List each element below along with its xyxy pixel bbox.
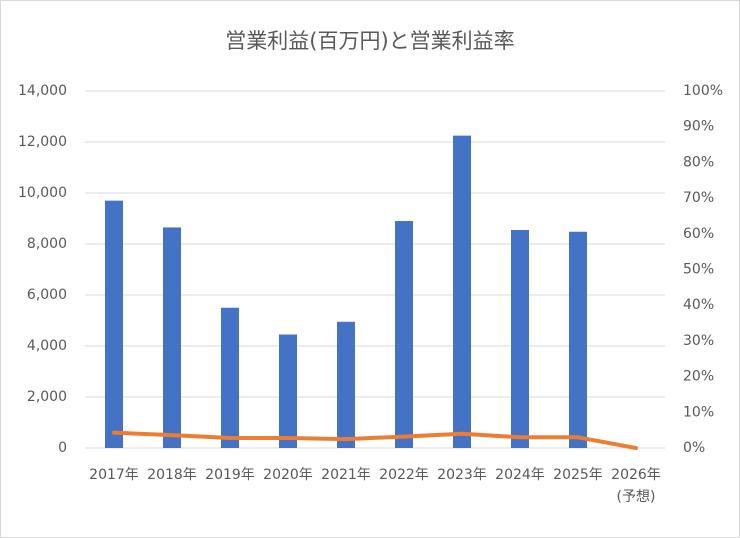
bar: [569, 231, 587, 448]
y2-tick-label: 60%: [683, 226, 714, 242]
x-tick-label: 2025年: [553, 467, 603, 483]
y-tick-label: 12,000: [18, 134, 67, 150]
bar: [221, 307, 239, 448]
y-tick-label: 2,000: [27, 389, 67, 405]
y-tick-label: 14,000: [18, 83, 67, 99]
bar: [395, 221, 413, 448]
y2-tick-label: 50%: [683, 262, 714, 278]
x-tick-label: 2019年: [205, 467, 255, 483]
y2-tick-label: 0%: [683, 440, 705, 456]
bar: [453, 135, 471, 448]
y-tick-label: 4,000: [27, 338, 67, 354]
bar: [511, 229, 529, 448]
y-tick-label: 6,000: [27, 287, 67, 303]
y2-tick-label: 70%: [683, 190, 714, 206]
x-tick-label: 2017年: [89, 467, 139, 483]
y-tick-label: 0: [58, 440, 67, 456]
y2-tick-label: 10%: [683, 404, 714, 420]
bar: [105, 200, 123, 448]
x-tick-label: 2023年: [437, 467, 487, 483]
y-tick-label: 10,000: [18, 185, 67, 201]
x-tick-label: 2018年: [147, 467, 197, 483]
bar: [337, 321, 355, 448]
y2-tick-label: 40%: [683, 297, 714, 313]
bar: [163, 227, 181, 448]
y2-tick-label: 80%: [683, 154, 714, 170]
x-tick-label: 2021年: [321, 467, 371, 483]
y2-tick-label: 30%: [683, 333, 714, 349]
y-tick-label: 8,000: [27, 236, 67, 252]
x-tick-label: 2020年: [263, 467, 313, 483]
y2-tick-label: 20%: [683, 369, 714, 385]
y2-tick-label: 100%: [683, 83, 723, 99]
chart-title: 営業利益(百万円)と営業利益率: [225, 29, 514, 53]
line: [112, 430, 638, 450]
y2-tick-label: 90%: [683, 119, 714, 135]
x-tick-label: 2022年: [379, 467, 429, 483]
x-tick-label: 2024年: [495, 467, 545, 483]
x-tick-label: 2026年(予想): [611, 467, 661, 505]
bar: [279, 334, 297, 448]
